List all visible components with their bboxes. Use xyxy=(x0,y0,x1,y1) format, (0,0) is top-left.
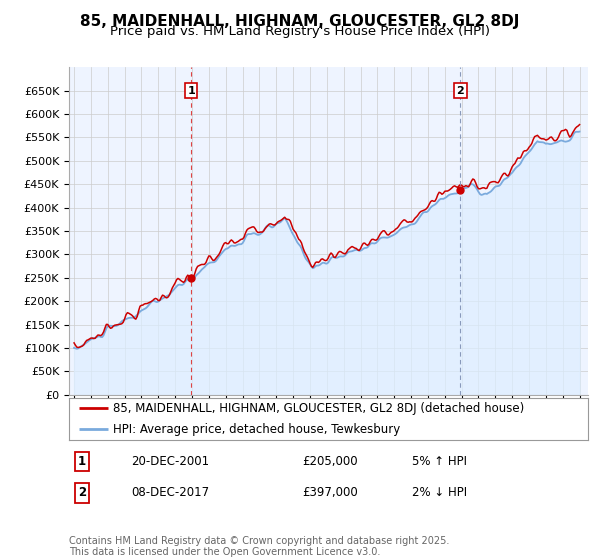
Text: 20-DEC-2001: 20-DEC-2001 xyxy=(131,455,209,468)
Text: Price paid vs. HM Land Registry's House Price Index (HPI): Price paid vs. HM Land Registry's House … xyxy=(110,25,490,38)
Text: HPI: Average price, detached house, Tewkesbury: HPI: Average price, detached house, Tewk… xyxy=(113,423,400,436)
Text: 85, MAIDENHALL, HIGHNAM, GLOUCESTER, GL2 8DJ: 85, MAIDENHALL, HIGHNAM, GLOUCESTER, GL2… xyxy=(80,14,520,29)
Text: 1: 1 xyxy=(78,455,86,468)
Text: Contains HM Land Registry data © Crown copyright and database right 2025.
This d: Contains HM Land Registry data © Crown c… xyxy=(69,535,449,557)
Text: £397,000: £397,000 xyxy=(302,486,358,500)
Text: 2: 2 xyxy=(457,86,464,96)
Text: 1: 1 xyxy=(187,86,195,96)
Text: 2% ↓ HPI: 2% ↓ HPI xyxy=(412,486,467,500)
Text: 5% ↑ HPI: 5% ↑ HPI xyxy=(412,455,467,468)
Text: 85, MAIDENHALL, HIGHNAM, GLOUCESTER, GL2 8DJ (detached house): 85, MAIDENHALL, HIGHNAM, GLOUCESTER, GL2… xyxy=(113,402,524,414)
Text: 2: 2 xyxy=(78,486,86,500)
Text: 08-DEC-2017: 08-DEC-2017 xyxy=(131,486,209,500)
Text: £205,000: £205,000 xyxy=(302,455,358,468)
